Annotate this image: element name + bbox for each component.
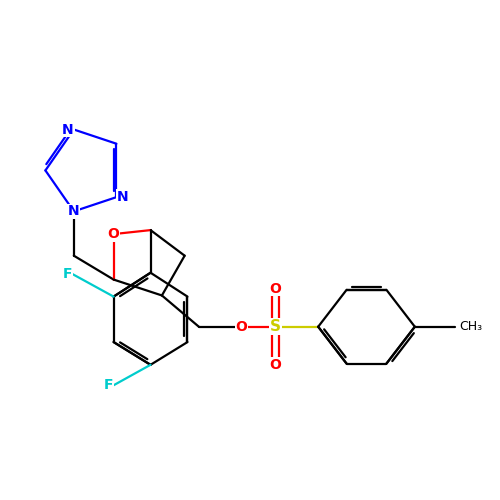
Text: N: N: [116, 190, 128, 204]
Text: O: O: [236, 320, 248, 334]
Text: N: N: [68, 204, 80, 218]
Text: O: O: [270, 358, 281, 372]
Text: S: S: [270, 319, 281, 334]
Text: N: N: [62, 122, 74, 136]
Text: F: F: [62, 267, 72, 281]
Text: O: O: [108, 227, 120, 241]
Text: O: O: [270, 282, 281, 296]
Text: F: F: [104, 378, 114, 392]
Text: CH₃: CH₃: [459, 320, 482, 333]
